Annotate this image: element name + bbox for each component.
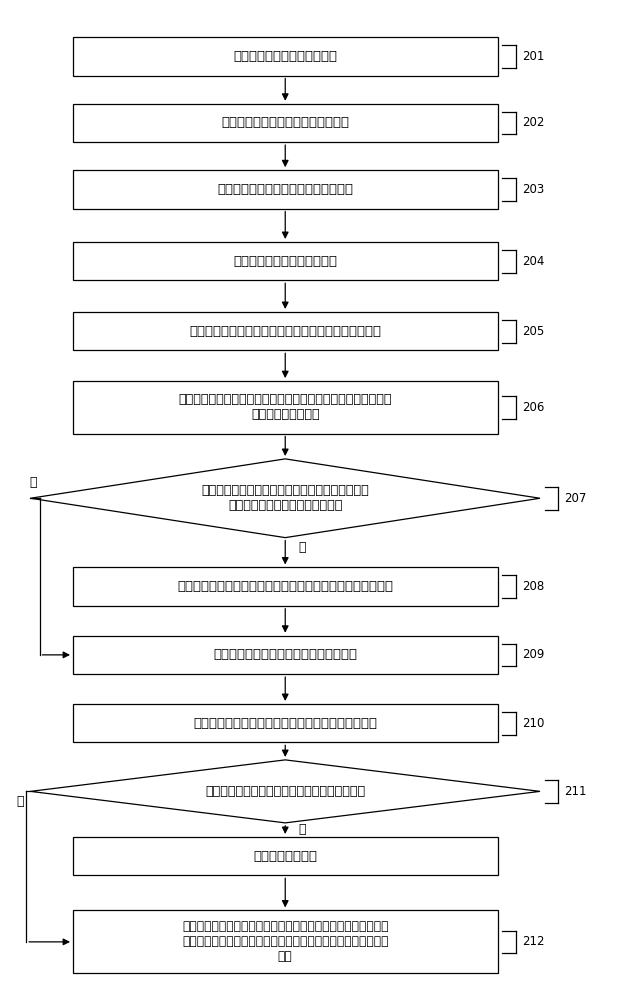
Text: 207: 207 <box>565 492 587 505</box>
Polygon shape <box>30 760 540 823</box>
FancyBboxPatch shape <box>73 381 498 434</box>
Text: 206: 206 <box>522 401 544 414</box>
Text: 获取所述目标用户的运动目标: 获取所述目标用户的运动目标 <box>233 50 337 63</box>
Text: 输出与所述对比分析结果对应的反馈信息: 输出与所述对比分析结果对应的反馈信息 <box>213 648 357 661</box>
Text: 判断所述对比分析结果中所述当前肢体动作的动作
完成度是否低于预设的完成度阈值: 判断所述对比分析结果中所述当前肢体动作的动作 完成度是否低于预设的完成度阈值 <box>201 484 369 512</box>
Text: 是: 是 <box>298 541 306 554</box>
Text: 202: 202 <box>522 116 544 129</box>
Text: 获取目标显示器的当前画面所对应动作的标准动作数据: 获取目标显示器的当前画面所对应动作的标准动作数据 <box>189 325 381 338</box>
Text: 判断所述历史对比分析结果是否满足预设的条件: 判断所述历史对比分析结果是否满足预设的条件 <box>205 785 365 798</box>
FancyBboxPatch shape <box>73 636 498 674</box>
Text: 将检测到的所述当前肢体动作与所述标准动作数据进行对比分析
，得到对比分析结果: 将检测到的所述当前肢体动作与所述标准动作数据进行对比分析 ，得到对比分析结果 <box>178 393 392 421</box>
Text: 203: 203 <box>522 183 544 196</box>
FancyBboxPatch shape <box>73 567 498 606</box>
FancyBboxPatch shape <box>73 170 498 209</box>
Text: 在所述目标显示器上播放所述教导视频: 在所述目标显示器上播放所述教导视频 <box>217 183 353 196</box>
Text: 205: 205 <box>522 325 544 338</box>
FancyBboxPatch shape <box>73 37 498 76</box>
Text: 是: 是 <box>16 795 24 808</box>
Text: 否: 否 <box>30 477 37 489</box>
Text: 选取与所述运动目标对应的教导视频: 选取与所述运动目标对应的教导视频 <box>221 116 349 129</box>
FancyBboxPatch shape <box>73 910 498 973</box>
Text: 检测目标用户的当前肢体动作: 检测目标用户的当前肢体动作 <box>233 255 337 268</box>
Text: 执行预设操作步骤: 执行预设操作步骤 <box>253 850 317 863</box>
FancyBboxPatch shape <box>73 104 498 142</box>
Text: 210: 210 <box>522 717 544 730</box>
Text: 获取预设时间段内所述目标用户的历史对比分析结果: 获取预设时间段内所述目标用户的历史对比分析结果 <box>193 717 377 730</box>
FancyBboxPatch shape <box>73 312 498 350</box>
Text: 211: 211 <box>565 785 587 798</box>
Text: 201: 201 <box>522 50 544 63</box>
Text: 根据所述动作完成度重新选取与所述运动目标对应的教导视频: 根据所述动作完成度重新选取与所述运动目标对应的教导视频 <box>177 580 393 593</box>
Text: 204: 204 <box>522 255 544 268</box>
FancyBboxPatch shape <box>73 242 498 280</box>
Text: 208: 208 <box>522 580 544 593</box>
Text: 根据所述历史对比分析结果重新选取与所述运动目标对应的教导
视频，或者根据所述历史对比分析结果调整所述目标用户的运动
目标: 根据所述历史对比分析结果重新选取与所述运动目标对应的教导 视频，或者根据所述历史… <box>182 920 389 963</box>
Text: 212: 212 <box>522 935 544 948</box>
Text: 209: 209 <box>522 648 544 661</box>
Text: 否: 否 <box>298 823 306 836</box>
FancyBboxPatch shape <box>73 837 498 875</box>
FancyBboxPatch shape <box>73 704 498 742</box>
Polygon shape <box>30 459 540 538</box>
